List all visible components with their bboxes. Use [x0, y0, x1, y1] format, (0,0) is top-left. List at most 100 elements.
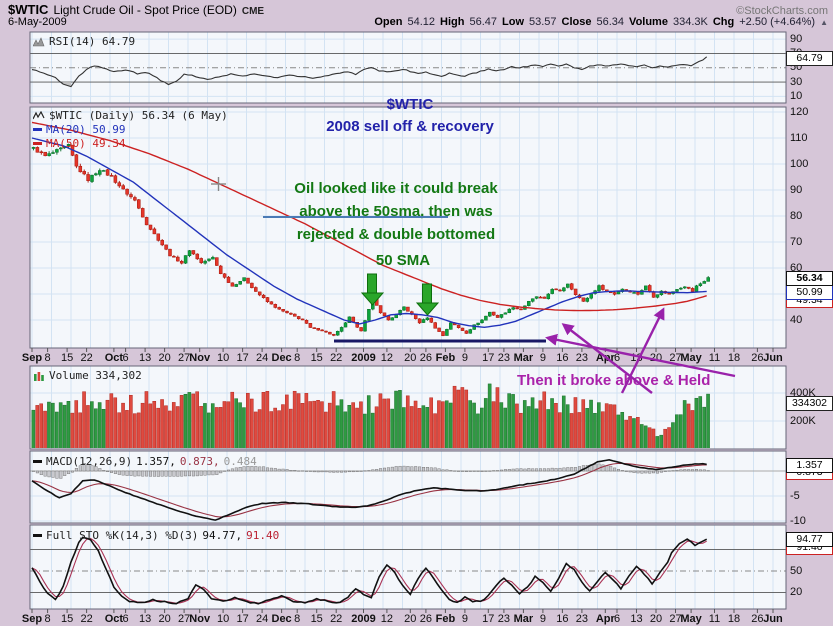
macd-value-2: 0.873, — [179, 455, 220, 468]
x-axis-label: Oct — [104, 352, 124, 364]
open-value: 54.12 — [407, 16, 436, 28]
x-axis-label: Jun — [763, 352, 783, 364]
green-note-line3: rejected & double bottomed — [296, 226, 496, 243]
y-axis-label: 10 — [790, 89, 803, 102]
x-axis-label: 17 — [482, 352, 495, 364]
x-axis-label: 9 — [461, 612, 468, 625]
x-axis-label: May — [680, 612, 702, 625]
rsi-legend: RSI(14) 64.79 — [33, 35, 135, 48]
ma20-value-box: 50.99 — [786, 284, 833, 300]
ma20-legend-text: MA(20) 50.99 — [46, 123, 126, 136]
copyright: ©StockCharts.com — [736, 5, 828, 17]
macd-value-3: 0.484 — [223, 455, 257, 468]
y-axis-label: 120 — [790, 105, 809, 118]
y-axis-label: -5 — [790, 489, 800, 502]
x-axis-label: 20 — [158, 612, 171, 625]
macd-line-icon — [33, 460, 42, 463]
ticker-exchange: CME — [241, 6, 265, 17]
sto-value-2: 91.40 — [246, 529, 280, 542]
x-axis-label: 8 — [44, 612, 51, 625]
y-axis-label: 90 — [790, 183, 803, 196]
x-axis-label: 20 — [649, 612, 663, 625]
sto-series — [31, 536, 708, 605]
rsi-series — [31, 56, 708, 88]
x-axis-label: 20 — [404, 612, 417, 625]
x-axis-label: 2009 — [351, 352, 376, 364]
x-axis-label: 13 — [138, 612, 152, 625]
x-axis-label: 23 — [575, 612, 589, 625]
x-axis-label: Apr — [595, 612, 615, 625]
x-axis-label: 12 — [380, 612, 394, 625]
sto-value-box: 94.77 — [786, 532, 833, 548]
x-axis-label: 20 — [158, 352, 171, 364]
x-axis-label: 9 — [539, 352, 546, 364]
x-axis-label: 13 — [630, 352, 643, 364]
x-axis-label: 17 — [236, 352, 249, 364]
x-axis-label: 22 — [80, 352, 93, 364]
x-axis-label: 13 — [630, 612, 643, 625]
x-axis-label: Sep — [21, 612, 43, 625]
open-label: Open — [374, 16, 403, 28]
x-axis-label: 10 — [216, 612, 230, 625]
ma20-legend: MA(20) 50.99 — [33, 123, 125, 136]
x-axis-label: 13 — [138, 352, 152, 364]
price-legend: $WTIC (Daily) 56.34 (6 May) — [33, 109, 228, 122]
x-axis-label: 23 — [497, 612, 511, 625]
sto-legend: Full STO %K(14,3) %D(3) 94.77, 91.40 — [33, 529, 279, 542]
x-axis-label: 27 — [177, 612, 191, 625]
macd-value-box: 1.357 — [786, 457, 833, 473]
rsi-value-box: 64.79 — [786, 50, 833, 66]
x-axis-label: 6 — [122, 612, 129, 625]
sto-line-icon — [33, 534, 42, 537]
quote-row: Open 54.12 High 56.47 Low 53.57 Close 56.34 … — [374, 16, 828, 28]
high-value: 56.47 — [469, 16, 498, 28]
x-axis-label: 11 — [708, 352, 721, 364]
x-axis-label: 8 — [294, 612, 301, 625]
y-axis-label: -10 — [790, 514, 806, 527]
sto-value-1: 94.77, — [202, 529, 243, 542]
chg-label: Chg — [712, 16, 735, 28]
y-axis-label: 50 — [790, 564, 803, 577]
x-axis-label: 23 — [575, 352, 589, 364]
volume-value-box: 334302 — [786, 395, 833, 411]
macd-series — [31, 458, 710, 521]
x-axis-label: 6 — [613, 352, 621, 364]
x-axis-label: 2009 — [351, 612, 376, 625]
x-axis-label: 16 — [556, 352, 569, 364]
annotation-50sma-label: 50 SMA — [375, 252, 431, 269]
y-axis-label: 80 — [790, 209, 803, 222]
y-axis-label: 30 — [790, 75, 803, 88]
x-axis-label: 27 — [669, 612, 682, 625]
ticker-symbol: $WTIC — [8, 2, 49, 17]
x-axis-label: Oct — [104, 612, 124, 625]
price-legend-text: $WTIC (Daily) 56.34 (6 May) — [49, 109, 228, 122]
rsi-area-icon — [33, 36, 45, 46]
x-axis-label: 27 — [177, 352, 191, 364]
macd-legend-name: MACD(12,26,9) — [46, 455, 133, 468]
x-axis-label: 15 — [310, 612, 323, 625]
high-label: High — [440, 16, 465, 28]
y-axis-label: 200K — [790, 414, 816, 427]
x-axis-label: 26 — [751, 612, 764, 625]
y-axis-label: 100 — [790, 157, 809, 170]
y-axis-label: 400K — [790, 386, 816, 399]
x-axis-label: 22 — [80, 612, 93, 625]
y-axis-label: 90 — [790, 32, 803, 45]
annotation-purple-note: Then it broke above & Held — [517, 372, 711, 389]
x-axis-label: 12 — [380, 352, 394, 364]
y-axis-label: 60 — [790, 261, 803, 274]
x-axis-label: 9 — [539, 612, 546, 625]
price-value-box: 56.34 — [786, 271, 833, 287]
x-axis-label: 17 — [236, 612, 249, 625]
low-value: 53.57 — [529, 16, 557, 28]
x-axis-label: Apr — [595, 352, 615, 364]
x-axis-label: 18 — [727, 352, 741, 364]
ticker-title: Light Crude Oil - Spot Price (EOD) — [53, 3, 237, 17]
low-label: Low — [502, 16, 525, 28]
x-axis-label: 26 — [419, 612, 433, 625]
volume-bars-icon — [34, 371, 44, 381]
x-axis-label: 22 — [330, 352, 343, 364]
x-axis-label: 22 — [330, 612, 343, 625]
x-axis-label: 24 — [255, 352, 269, 364]
x-axis-label: 8 — [44, 352, 51, 364]
